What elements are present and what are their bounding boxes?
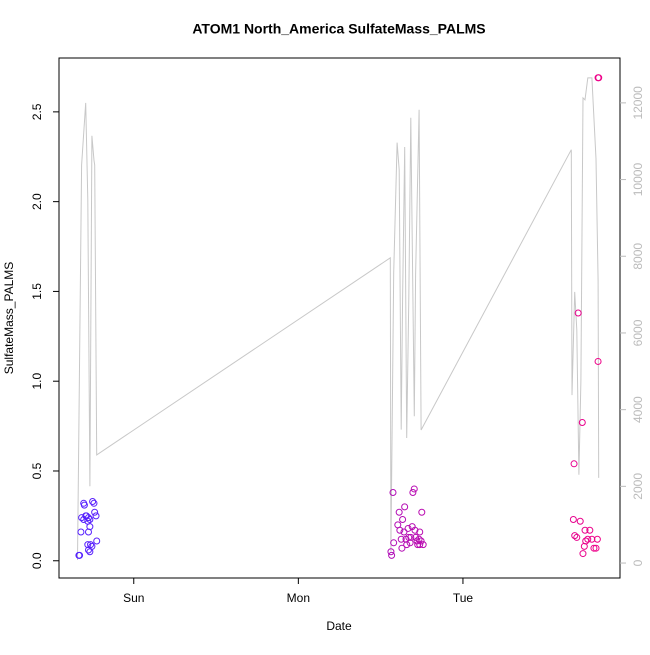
data-point <box>419 541 427 549</box>
y-tick-label: 2.0 <box>30 193 44 210</box>
data-point <box>411 526 419 534</box>
data-point <box>409 489 417 497</box>
data-point <box>588 535 596 543</box>
data-point <box>578 419 586 427</box>
data-point <box>412 533 420 541</box>
data-point <box>401 503 409 511</box>
data-point <box>407 533 415 541</box>
data-point <box>399 515 407 523</box>
data-point <box>410 485 418 493</box>
data-point <box>387 548 395 556</box>
altitude-line <box>77 77 600 561</box>
y2-tick-label: 8000 <box>631 243 645 270</box>
data-point <box>395 508 403 516</box>
data-point <box>93 537 101 545</box>
data-point <box>403 541 411 549</box>
data-point <box>389 489 397 497</box>
chart-title: ATOM1 North_America SulfateMass_PALMS <box>192 21 485 37</box>
data-point <box>570 460 578 468</box>
data-point <box>594 357 602 365</box>
data-point <box>579 550 587 558</box>
data-point <box>573 533 581 541</box>
data-point <box>416 541 424 549</box>
data-point <box>397 535 405 543</box>
data-point <box>571 532 579 540</box>
data-point <box>406 539 414 547</box>
y2-tick-label: 2000 <box>631 473 645 500</box>
data-point <box>581 526 589 534</box>
y-tick-label: 1.0 <box>30 373 44 390</box>
data-point <box>590 544 598 552</box>
data-point <box>415 535 423 543</box>
data-point <box>592 544 600 552</box>
data-point <box>576 517 584 525</box>
data-point <box>80 501 88 509</box>
x-axis-label: Date <box>326 619 352 633</box>
data-point <box>388 551 396 559</box>
y2-tick-label: 12000 <box>631 86 645 120</box>
data-point <box>89 498 97 506</box>
y2-tick-label: 4000 <box>631 396 645 423</box>
data-point <box>91 508 99 516</box>
y2-tick-label: 0 <box>631 559 645 566</box>
data-point <box>400 528 408 536</box>
y-axis-label: SulfateMass_PALMS <box>2 262 16 375</box>
y-tick-label: 1.5 <box>30 283 44 300</box>
data-point <box>87 541 95 549</box>
data-point <box>84 541 92 549</box>
data-point <box>416 528 424 536</box>
data-point <box>418 508 426 516</box>
data-point <box>86 515 94 523</box>
data-point <box>92 512 100 520</box>
y-tick-label: 0.0 <box>30 552 44 569</box>
data-point <box>582 537 590 545</box>
y2-tick-label: 10000 <box>631 163 645 197</box>
y2-tick-label: 6000 <box>631 319 645 346</box>
data-point <box>574 309 582 317</box>
y-tick-label: 2.5 <box>30 103 44 120</box>
data-point <box>90 499 98 507</box>
data-point <box>86 523 94 531</box>
data-point <box>88 542 96 550</box>
data-point <box>584 535 592 543</box>
data-point <box>390 539 398 547</box>
data-point <box>77 528 85 536</box>
data-point <box>404 524 412 532</box>
data-point <box>84 514 92 522</box>
plot-frame <box>58 57 621 579</box>
data-point <box>586 526 594 534</box>
data-point <box>417 537 425 545</box>
x-tick-label: Mon <box>287 591 310 605</box>
data-point <box>78 514 86 522</box>
x-tick-label: Sun <box>123 591 144 605</box>
data-point <box>76 551 84 559</box>
data-point <box>396 526 404 534</box>
x-tick-label: Tue <box>453 591 474 605</box>
data-point <box>398 544 406 552</box>
data-point <box>593 535 601 543</box>
data-point <box>595 74 603 82</box>
data-point <box>569 515 577 523</box>
y-tick-label: 0.5 <box>30 462 44 479</box>
